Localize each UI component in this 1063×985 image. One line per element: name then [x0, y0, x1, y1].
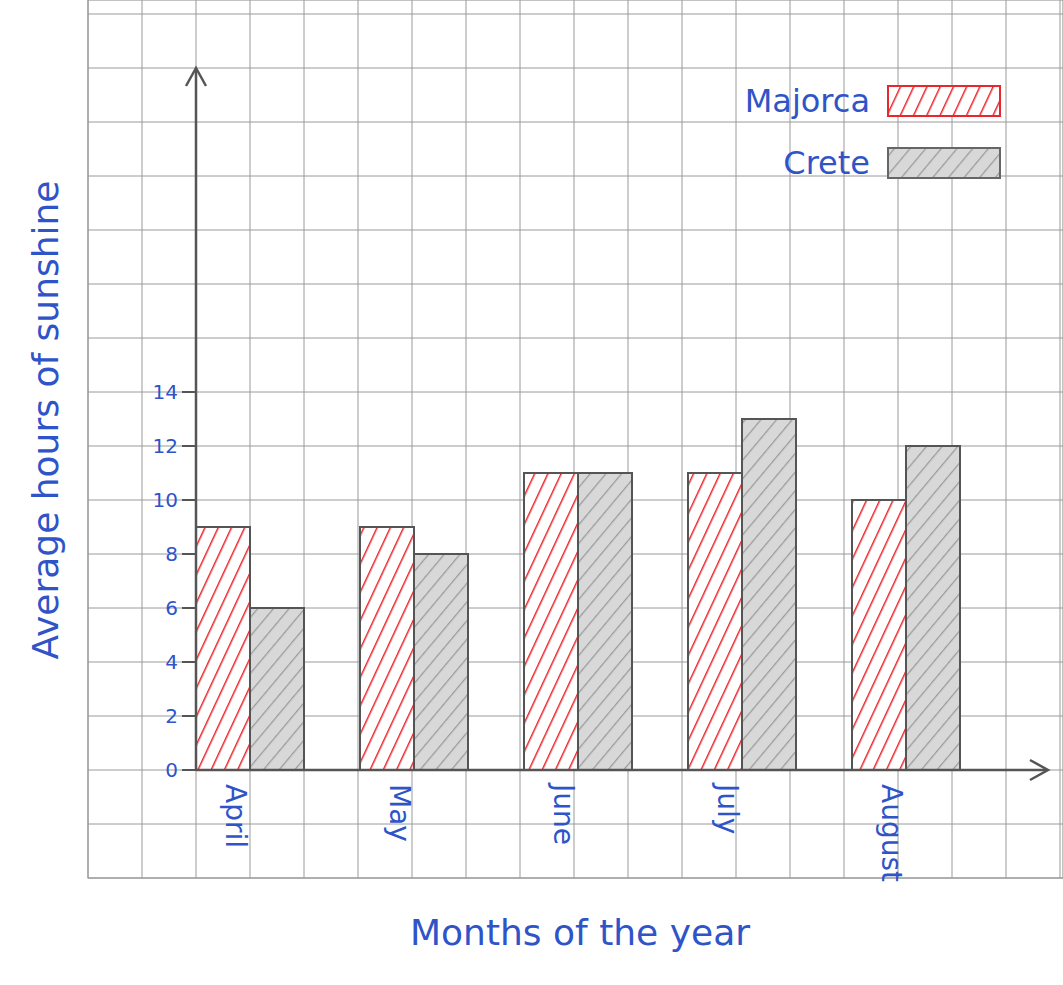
paper-line	[88, 878, 1063, 879]
paper-line	[1060, 0, 1061, 878]
paper-line	[88, 284, 1063, 285]
paper-line	[520, 0, 521, 878]
paper-line	[196, 0, 197, 878]
legend-swatch	[888, 86, 1000, 116]
paper-line	[88, 770, 1063, 771]
chart-root: 0 2 4 6 8 10 12 14 April May June July August Months …	[0, 0, 1063, 985]
x-axis-title: Months of the year	[410, 912, 750, 953]
paper-line	[1006, 0, 1007, 878]
bar	[578, 473, 632, 770]
y-axis-title: Average hours of sunshine	[25, 180, 66, 659]
y-tick-label: 2	[165, 704, 178, 728]
paper-line	[682, 0, 683, 878]
paper	[88, 0, 1063, 878]
bar	[196, 527, 250, 770]
x-arrow	[1030, 760, 1048, 780]
graph-paper	[88, 0, 1063, 878]
bar	[742, 419, 796, 770]
y-arrow	[186, 68, 206, 86]
paper-line	[88, 392, 1063, 393]
y-tick-label: 10	[153, 488, 178, 512]
legend-swatch	[888, 148, 1000, 178]
y-tick	[182, 661, 196, 663]
bar	[906, 446, 960, 770]
y-tick	[182, 715, 196, 717]
x-tick-label: August	[875, 784, 908, 882]
paper-line	[844, 0, 845, 878]
y-tick-label: 6	[165, 596, 178, 620]
bars	[196, 419, 960, 770]
legend: Majorca Crete	[745, 82, 1000, 182]
bar	[360, 527, 414, 770]
legend-label: Majorca	[745, 82, 870, 120]
x-tick-label: April	[219, 784, 252, 848]
y-tick	[182, 769, 196, 771]
bar	[414, 554, 468, 770]
bar	[250, 608, 304, 770]
y-tick-label: 4	[165, 650, 178, 674]
chart: 0 2 4 6 8 10 12 14 April May June July August Months …	[0, 0, 1063, 985]
y-tick	[182, 607, 196, 609]
paper-line	[88, 68, 1063, 69]
paper-line	[88, 0, 89, 878]
paper-line	[88, 122, 1063, 123]
paper-line	[88, 230, 1063, 231]
y-tick	[182, 391, 196, 393]
paper-line	[88, 14, 1063, 15]
y-tick-label: 14	[153, 380, 178, 404]
bar	[852, 500, 906, 770]
x-axis	[196, 769, 1046, 772]
y-tick-label: 8	[165, 542, 178, 566]
legend-label: Crete	[783, 144, 870, 182]
y-tick	[182, 445, 196, 447]
x-tick-label: July	[711, 782, 744, 834]
y-tick-label: 12	[153, 434, 178, 458]
y-axis	[195, 68, 198, 770]
paper-line	[88, 338, 1063, 339]
y-tick	[182, 553, 196, 555]
paper-line	[358, 0, 359, 878]
bar	[524, 473, 578, 770]
paper-line	[142, 0, 143, 878]
x-tick-label: May	[383, 784, 416, 842]
y-tick-label: 0	[165, 758, 178, 782]
y-tick	[182, 499, 196, 501]
x-tick-label: June	[547, 782, 580, 845]
bar	[688, 473, 742, 770]
